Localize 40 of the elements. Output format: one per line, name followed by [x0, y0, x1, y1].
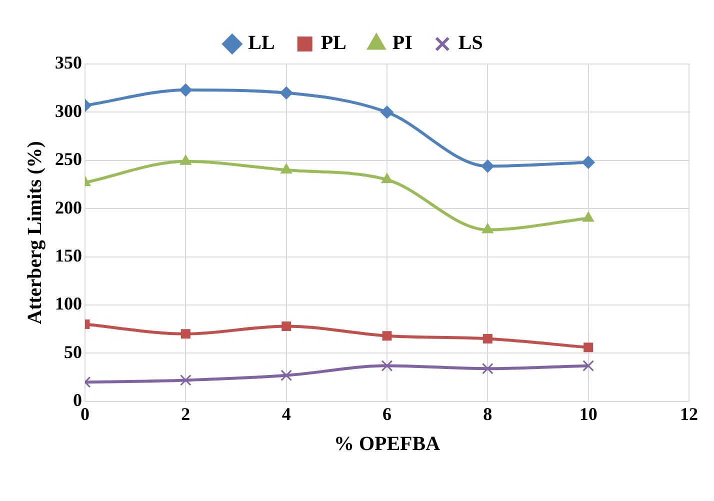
x-tick-label: 8 — [483, 404, 492, 424]
point — [380, 106, 394, 119]
y-axis-title: Atterberg Limits (%) — [24, 141, 46, 324]
point — [584, 342, 594, 352]
point — [381, 173, 393, 184]
y-tick-label: 250 — [55, 149, 82, 170]
point — [280, 86, 293, 100]
point — [582, 156, 595, 169]
y-tick-label: 350 — [55, 52, 82, 73]
point — [180, 374, 192, 386]
point — [381, 360, 393, 372]
point — [180, 154, 192, 165]
x-tick-label: 6 — [382, 404, 392, 424]
x-tick-label: 2 — [181, 404, 190, 424]
y-tick-label: 150 — [55, 245, 82, 266]
y-tick-label: 300 — [55, 100, 82, 121]
x-tick-label: 10 — [579, 404, 598, 424]
point — [179, 84, 192, 97]
point — [280, 370, 292, 382]
point — [481, 160, 494, 173]
point — [582, 360, 594, 372]
point — [582, 212, 594, 222]
point — [482, 334, 492, 344]
point — [382, 331, 392, 341]
point — [482, 362, 494, 374]
point — [282, 321, 292, 331]
y-tick-label: 100 — [55, 294, 82, 314]
x-axis-title: % OPEFBA — [334, 433, 441, 456]
y-tick-label: 200 — [55, 197, 82, 218]
legend-label: LS — [458, 32, 483, 54]
point — [280, 164, 292, 174]
legend-label: PI — [392, 32, 413, 54]
x-tick-label: 4 — [282, 404, 291, 424]
x-tick-label: 12 — [680, 404, 698, 424]
legend-label: LL — [248, 32, 275, 54]
y-tick-label: 0 — [73, 390, 82, 410]
y-tick-label: 50 — [64, 342, 82, 362]
point — [482, 223, 494, 234]
legend-label: PL — [320, 32, 346, 54]
point — [180, 329, 190, 339]
